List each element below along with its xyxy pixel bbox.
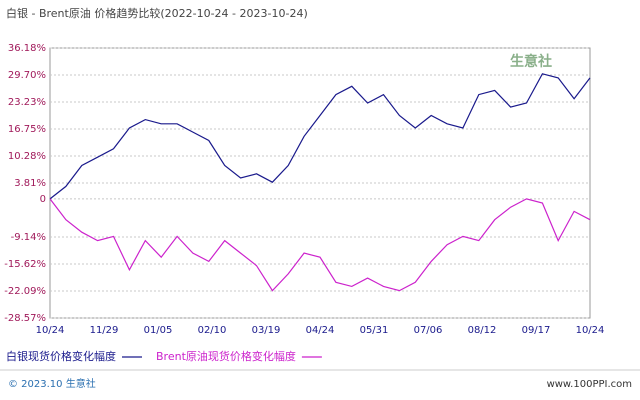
- y-tick-label: 23.23%: [8, 97, 46, 108]
- x-tick-label: 05/31: [360, 325, 389, 336]
- x-tick-label: 10/24: [36, 325, 65, 336]
- y-tick-label: -15.62%: [4, 259, 46, 270]
- y-tick-label: 29.70%: [8, 70, 46, 81]
- chart-title: 白银 - Brent原油 价格趋势比较(2022-10-24 - 2023-10…: [6, 6, 308, 20]
- x-tick-label: 11/29: [90, 325, 119, 336]
- y-tick-label: 36.18%: [8, 43, 46, 54]
- series-line: [49, 73, 591, 200]
- series-line: [49, 198, 591, 292]
- watermark: www.100PPI.com: [547, 379, 632, 390]
- x-tick-label: 01/05: [144, 325, 173, 336]
- x-tick-label: 03/19: [252, 325, 281, 336]
- logo: 生意社: [510, 53, 552, 70]
- y-tick-label: 3.81%: [14, 178, 46, 189]
- y-tick-label: -9.14%: [11, 232, 46, 243]
- x-tick-label: 02/10: [198, 325, 227, 336]
- x-tick-label: 07/06: [414, 325, 443, 336]
- footer: © 2023.10 生意社: [8, 377, 96, 390]
- y-tick-label: 0: [40, 194, 46, 205]
- x-tick-label: 10/24: [576, 325, 605, 336]
- y-tick-label: 16.75%: [8, 124, 46, 135]
- x-tick-label: 04/24: [306, 325, 335, 336]
- legend-label: 白银现货价格变化幅度: [6, 349, 116, 363]
- x-tick-label: 09/17: [522, 325, 551, 336]
- legend-label: Brent原油现货价格变化幅度: [156, 349, 296, 363]
- y-tick-label: -22.09%: [4, 286, 46, 297]
- x-tick-label: 08/12: [468, 325, 497, 336]
- y-tick-label: 10.28%: [8, 151, 46, 162]
- y-tick-label: -28.57%: [4, 313, 46, 324]
